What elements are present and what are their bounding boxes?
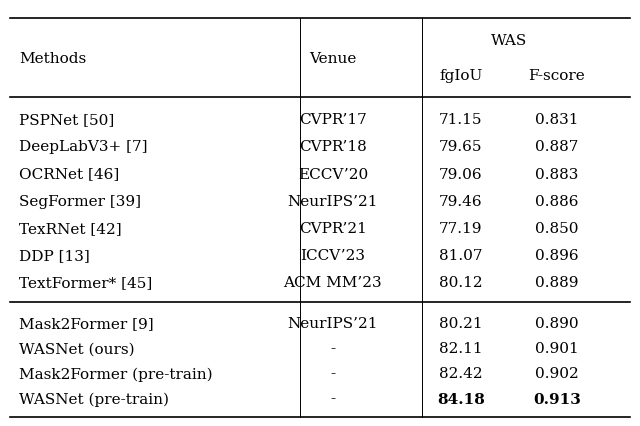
Text: TexRNet [42]: TexRNet [42] <box>19 222 122 235</box>
Text: Methods: Methods <box>19 52 86 66</box>
Text: 0.896: 0.896 <box>535 248 579 262</box>
Text: 79.46: 79.46 <box>439 194 483 208</box>
Text: 81.07: 81.07 <box>439 248 483 262</box>
Text: DDP [13]: DDP [13] <box>19 248 90 262</box>
Text: ECCV’20: ECCV’20 <box>298 167 368 181</box>
Text: 79.06: 79.06 <box>439 167 483 181</box>
Text: ICCV’23: ICCV’23 <box>300 248 365 262</box>
Text: SegFormer [39]: SegFormer [39] <box>19 194 141 208</box>
Text: -: - <box>330 391 335 406</box>
Text: -: - <box>330 366 335 380</box>
Text: fgIoU: fgIoU <box>439 69 483 83</box>
Text: 80.12: 80.12 <box>439 276 483 290</box>
Text: WASNet (pre-train): WASNet (pre-train) <box>19 391 169 406</box>
Text: CVPR’18: CVPR’18 <box>299 140 367 154</box>
Text: 0.887: 0.887 <box>535 140 579 154</box>
Text: 77.19: 77.19 <box>439 222 483 235</box>
Text: Mask2Former (pre-train): Mask2Former (pre-train) <box>19 366 213 381</box>
Text: 84.18: 84.18 <box>437 391 484 406</box>
Text: 71.15: 71.15 <box>439 113 483 127</box>
Text: WASNet (ours): WASNet (ours) <box>19 342 135 356</box>
Text: TextFormer* [45]: TextFormer* [45] <box>19 276 152 290</box>
Text: DeepLabV3+ [7]: DeepLabV3+ [7] <box>19 140 148 154</box>
Text: 0.886: 0.886 <box>535 194 579 208</box>
Text: ACM MM’23: ACM MM’23 <box>284 276 382 290</box>
Text: 79.65: 79.65 <box>439 140 483 154</box>
Text: NeurIPS’21: NeurIPS’21 <box>287 194 378 208</box>
Text: 0.902: 0.902 <box>535 366 579 380</box>
Text: 0.913: 0.913 <box>533 391 580 406</box>
Text: WAS: WAS <box>491 34 527 48</box>
Text: 0.831: 0.831 <box>535 113 579 127</box>
Text: PSPNet [50]: PSPNet [50] <box>19 113 115 127</box>
Text: 80.21: 80.21 <box>439 317 483 331</box>
Text: CVPR’21: CVPR’21 <box>299 222 367 235</box>
Text: 0.850: 0.850 <box>535 222 579 235</box>
Text: Venue: Venue <box>309 52 356 66</box>
Text: 82.42: 82.42 <box>439 366 483 380</box>
Text: CVPR’17: CVPR’17 <box>299 113 367 127</box>
Text: F-score: F-score <box>529 69 585 83</box>
Text: 82.11: 82.11 <box>439 342 483 356</box>
Text: 0.883: 0.883 <box>535 167 579 181</box>
Text: OCRNet [46]: OCRNet [46] <box>19 167 120 181</box>
Text: 0.901: 0.901 <box>535 342 579 356</box>
Text: -: - <box>330 342 335 356</box>
Text: 0.889: 0.889 <box>535 276 579 290</box>
Text: 0.890: 0.890 <box>535 317 579 331</box>
Text: NeurIPS’21: NeurIPS’21 <box>287 317 378 331</box>
Text: Mask2Former [9]: Mask2Former [9] <box>19 317 154 331</box>
